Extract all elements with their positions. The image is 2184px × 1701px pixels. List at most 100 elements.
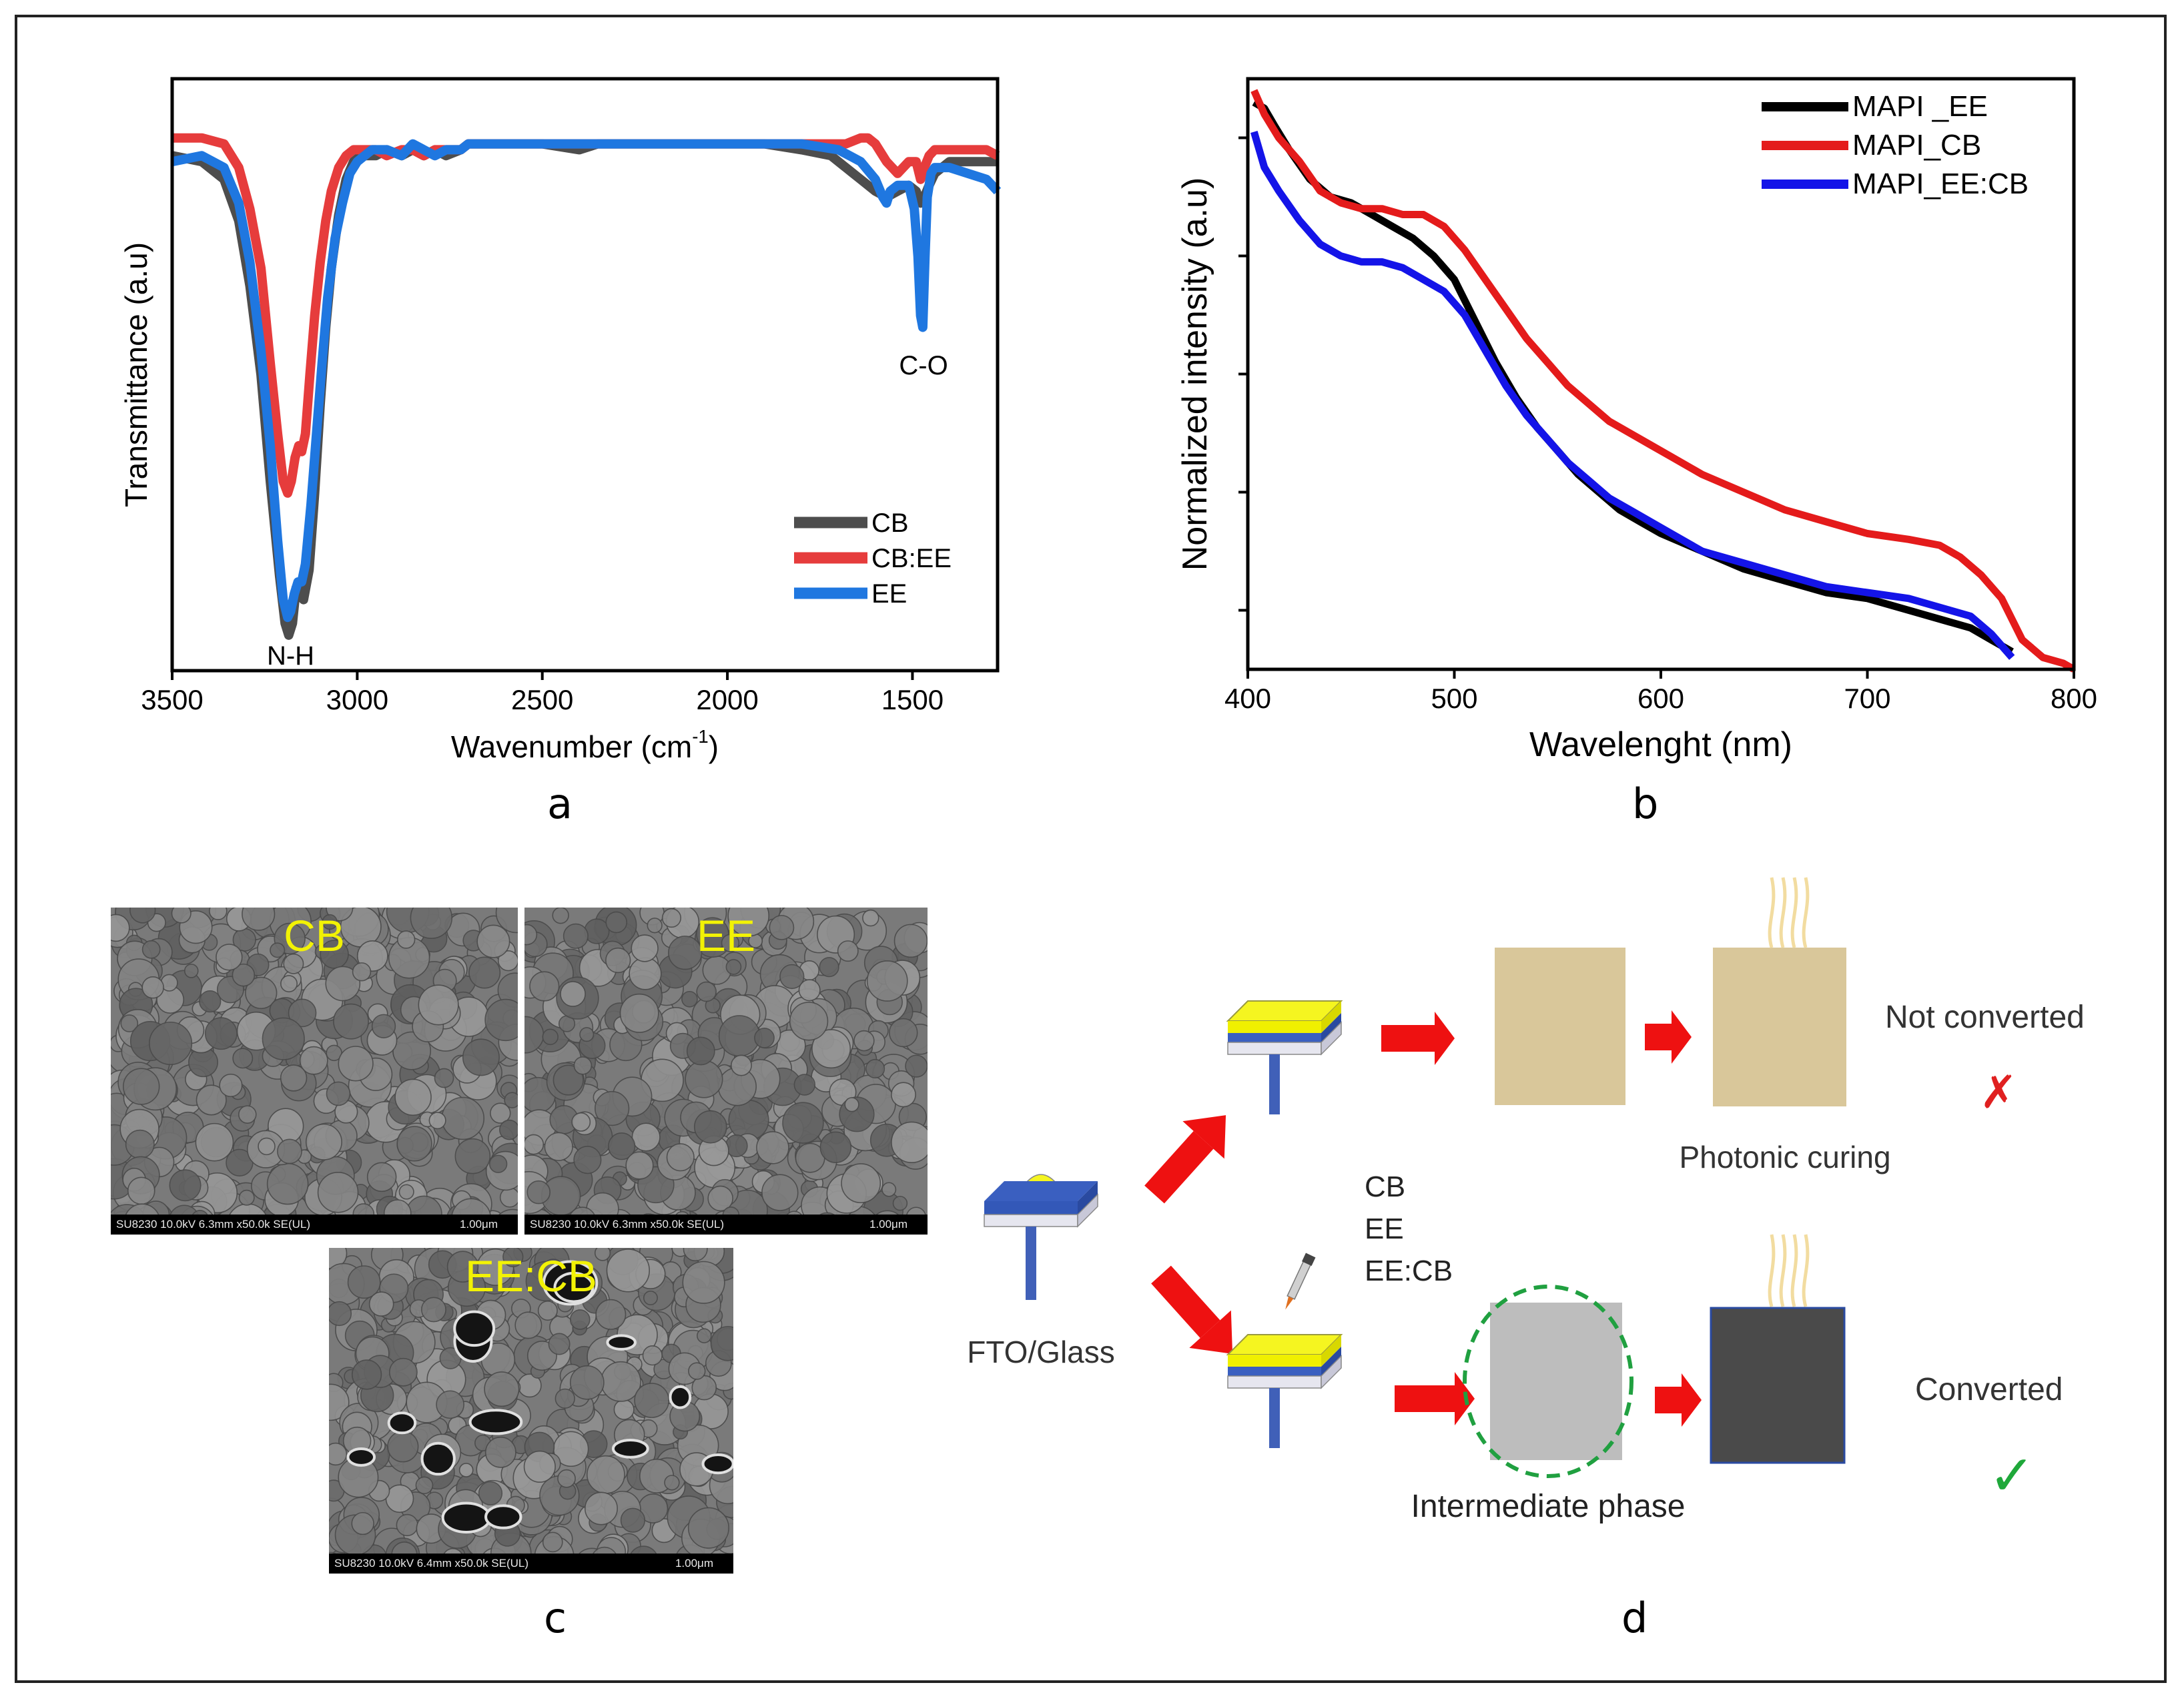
sem-pore <box>611 1439 649 1459</box>
x-axis-label: Wavelenght (nm) <box>1529 725 1792 764</box>
sem-grain <box>891 1082 916 1108</box>
sem-grain <box>317 1171 359 1213</box>
sem-grain <box>542 1028 559 1046</box>
sem-grain <box>322 914 338 930</box>
sem-grain <box>613 1399 635 1420</box>
sem-grain <box>396 930 416 949</box>
sem-grain <box>553 1064 584 1096</box>
substrate-label: FTO/Glass <box>967 1335 1115 1369</box>
sem-grain <box>478 1481 503 1505</box>
sem-title: EE:CB <box>464 1251 598 1301</box>
sem-grain <box>544 1132 573 1161</box>
sem-grain <box>171 908 192 924</box>
sem-grain <box>798 979 821 1002</box>
sem-grain <box>683 1248 708 1262</box>
x-axis-label-sup: -1 <box>692 726 709 747</box>
annotation-label: C-O <box>899 351 948 380</box>
sem-grain <box>245 976 278 1010</box>
solvent-cb: CB <box>1365 1170 1405 1203</box>
sem-grain <box>761 1174 799 1211</box>
sem-info-bar: SU8230 10.0kV 6.3mm x50.0k SE(UL) 1.00μm <box>524 1215 928 1235</box>
sem-grain <box>841 1163 881 1204</box>
sem-grain <box>446 1251 479 1283</box>
sem-grain <box>710 1326 733 1361</box>
sem-grain <box>555 1388 575 1409</box>
dropper-icon <box>1285 1253 1316 1310</box>
sem-pore <box>484 1504 522 1529</box>
sem-grain <box>454 1138 491 1174</box>
result-converted: Converted <box>1915 1372 2063 1407</box>
sem-grain <box>892 1195 908 1211</box>
sem-grain <box>647 918 663 934</box>
sem-grain <box>184 964 199 978</box>
sem-grain <box>490 1102 511 1124</box>
legend-label-1: CB:EE <box>871 544 952 573</box>
sem-grain <box>693 1110 727 1144</box>
sem-pore <box>606 1334 637 1351</box>
figure-frame <box>15 15 2167 1683</box>
sem-grain <box>571 1112 591 1132</box>
sem-grain <box>514 1311 542 1339</box>
sem-grain <box>631 934 659 962</box>
sem-grain <box>862 909 879 927</box>
sem-grain <box>441 1096 485 1140</box>
ftir-chart: 3500 3000 2500 2000 1500 Wavenumber (cm-1) Tra… <box>119 77 1002 764</box>
sem-grain <box>573 1146 602 1174</box>
light-rays <box>1768 1234 1810 1307</box>
sem-pore <box>669 1385 692 1409</box>
sem-grain <box>573 1056 593 1075</box>
sem-grain <box>351 1511 374 1536</box>
sem-grain <box>499 1119 518 1140</box>
x-tick-label: 2500 <box>511 684 573 715</box>
x-tick-label: 600 <box>1637 683 1684 714</box>
sem-grain <box>204 1017 238 1050</box>
sem-grain <box>866 960 908 1002</box>
sem-grain <box>586 1455 625 1494</box>
annotation-label: N-H <box>267 641 314 671</box>
sem-pore <box>453 1310 496 1347</box>
sem-grain <box>280 975 298 993</box>
sem-grain <box>557 1469 576 1488</box>
sem-grain <box>569 1309 591 1330</box>
sem-grain <box>388 1357 418 1387</box>
sem-grain <box>721 934 740 952</box>
sem-grain <box>595 1299 627 1330</box>
sem-info: SU8230 10.0kV 6.3mm x50.0k SE(UL) <box>116 1218 311 1231</box>
sem-grain <box>696 1328 712 1343</box>
sem-grain <box>497 950 518 972</box>
sem-grain <box>629 957 662 990</box>
sem-grain <box>149 1021 193 1066</box>
sem-grain <box>169 1169 202 1202</box>
sem-grain <box>756 1130 789 1164</box>
sem-grain <box>905 1054 928 1078</box>
sem-grain <box>754 1028 775 1048</box>
cross-icon: ✗ <box>1980 1067 2018 1118</box>
sem-grain <box>789 1002 829 1041</box>
sem-grain <box>696 981 717 1002</box>
pl-chart: 400 500 600 700 800 Wavelenght (nm) Normalized… <box>1176 77 2097 764</box>
y-axis-label: Normalized intensity (a.u) <box>1176 178 1214 571</box>
sem-grain <box>333 1003 369 1040</box>
sem-grain <box>242 908 276 931</box>
sem-grain <box>727 908 770 937</box>
sem-grain <box>396 1513 418 1537</box>
panel-label-d: d <box>1621 1594 1648 1642</box>
sem-grain <box>499 1187 518 1208</box>
sem-grain <box>329 1442 348 1466</box>
sem-grain <box>462 1038 500 1076</box>
sem-title: CB <box>284 911 345 960</box>
x-tick-label: 3000 <box>326 684 388 715</box>
sem-grain <box>439 1347 462 1369</box>
sem-grain <box>504 1092 518 1108</box>
sem-grain <box>436 1390 464 1419</box>
sem-grain <box>524 1134 544 1155</box>
legend-label-0: MAPI _EE <box>1852 90 1988 123</box>
series-line-1 <box>1250 89 2076 673</box>
sem-grain <box>584 1491 618 1525</box>
x-tick-label: 2000 <box>696 684 758 715</box>
fto-glass-substrate <box>984 1174 1098 1301</box>
sem-grain <box>782 1102 824 1144</box>
sem-scale: 1.00μm <box>459 1218 498 1231</box>
sem-grain <box>111 914 130 942</box>
sem-grain <box>685 1060 723 1098</box>
